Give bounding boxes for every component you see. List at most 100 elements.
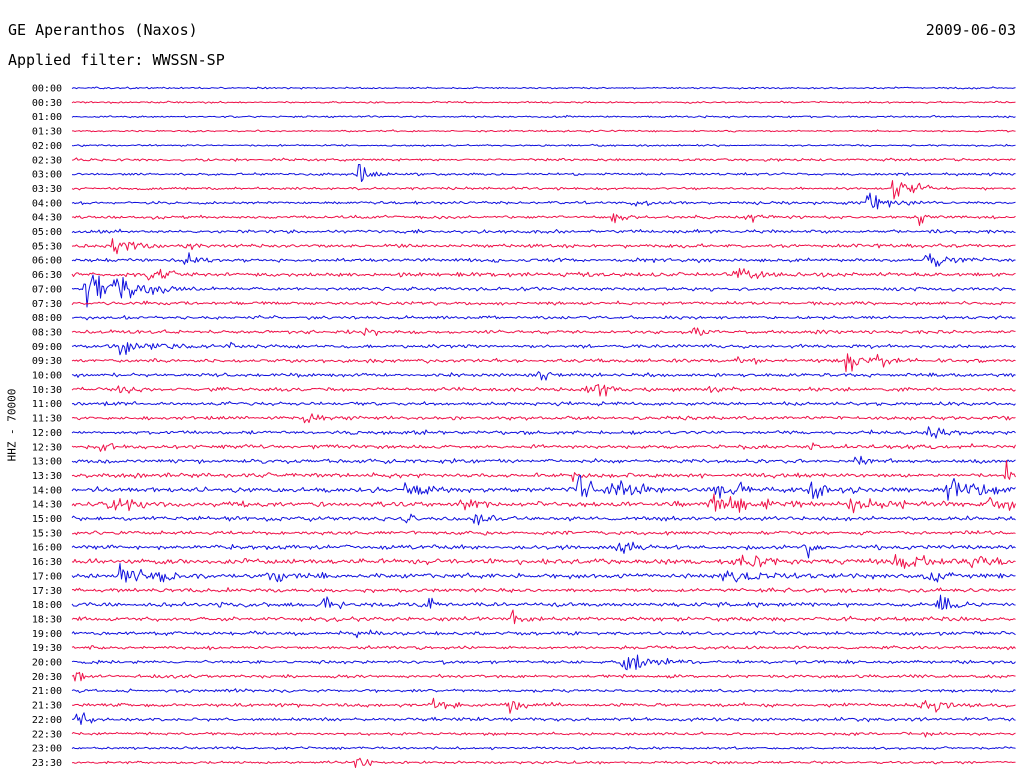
trace-line xyxy=(71,213,1016,226)
trace-line xyxy=(71,474,1016,501)
date-label: 2009-06-03 xyxy=(925,21,1016,39)
trace-line xyxy=(71,609,1016,625)
time-tick-label: 14:00 xyxy=(32,485,62,496)
trace-line xyxy=(71,587,1016,594)
trace-line xyxy=(71,100,1016,104)
trace-line xyxy=(71,143,1016,148)
time-tick-label: 14:30 xyxy=(32,500,62,511)
time-tick-label: 17:00 xyxy=(32,571,62,582)
trace-line xyxy=(71,697,1016,714)
time-tick-label: 09:00 xyxy=(32,342,62,353)
trace-line xyxy=(71,274,1016,308)
time-tick-label: 07:00 xyxy=(32,284,62,295)
trace-line xyxy=(71,180,1016,200)
time-tick-label: 09:30 xyxy=(32,356,62,367)
trace-line xyxy=(71,384,1016,397)
time-tick-label: 12:00 xyxy=(32,428,62,439)
time-tick-label: 00:30 xyxy=(32,98,62,109)
trace-line xyxy=(71,654,1016,671)
time-tick-label: 00:00 xyxy=(32,84,62,95)
time-tick-label: 23:30 xyxy=(32,758,62,769)
trace-line xyxy=(71,493,1016,514)
trace-line xyxy=(71,757,1016,769)
trace-line xyxy=(71,513,1016,526)
trace-line xyxy=(71,460,1016,483)
trace-line xyxy=(71,164,1016,183)
time-tick-label: 07:30 xyxy=(32,299,62,310)
trace-line xyxy=(71,341,1016,356)
time-tick-label: 15:30 xyxy=(32,528,62,539)
trace-line xyxy=(71,553,1016,569)
time-tick-label: 18:30 xyxy=(32,614,62,625)
time-tick-label: 18:00 xyxy=(32,600,62,611)
time-tick-label: 16:00 xyxy=(32,543,62,554)
time-tick-label: 06:30 xyxy=(32,270,62,281)
time-tick-label: 20:00 xyxy=(32,658,62,669)
time-tick-label: 05:00 xyxy=(32,227,62,238)
time-tick-label: 11:30 xyxy=(32,414,62,425)
trace-line xyxy=(71,426,1016,439)
trace-line xyxy=(71,327,1016,337)
filter-label: Applied filter: WWSSN-SP xyxy=(8,51,225,69)
time-tick-label: 10:30 xyxy=(32,385,62,396)
time-tick-label: 17:30 xyxy=(32,586,62,597)
time-tick-label: 03:00 xyxy=(32,170,62,181)
trace-line xyxy=(71,442,1016,452)
time-tick-label: 23:00 xyxy=(32,744,62,755)
trace-line xyxy=(71,530,1016,536)
trace-line xyxy=(71,645,1016,651)
trace-line xyxy=(71,371,1016,381)
time-tick-label: 04:00 xyxy=(32,198,62,209)
trace-line xyxy=(71,86,1016,90)
time-tick-label: 02:30 xyxy=(32,155,62,166)
time-tick-label: 20:30 xyxy=(32,672,62,683)
trace-line xyxy=(71,712,1016,726)
time-tick-label: 01:00 xyxy=(32,112,62,123)
trace-line xyxy=(71,300,1016,306)
trace-line xyxy=(71,413,1016,424)
time-tick-label: 02:00 xyxy=(32,141,62,152)
time-tick-label: 11:00 xyxy=(32,399,62,410)
trace-line xyxy=(71,671,1016,682)
trace-line xyxy=(71,129,1016,133)
time-tick-label: 06:00 xyxy=(32,256,62,267)
time-tick-labels: 00:00 00:30 01:00 01:30 02:00 02:30 03:00 03:30… xyxy=(32,84,62,769)
time-tick-label: 21:00 xyxy=(32,686,62,697)
trace-line xyxy=(71,688,1016,694)
trace-line xyxy=(71,314,1016,321)
trace-line xyxy=(71,731,1016,738)
trace-line xyxy=(71,238,1016,255)
time-tick-label: 01:30 xyxy=(32,127,62,138)
time-tick-label: 22:30 xyxy=(32,729,62,740)
station-title: GE Aperanthos (Naxos) xyxy=(8,21,198,39)
trace-line xyxy=(71,563,1016,583)
time-tick-label: 08:30 xyxy=(32,327,62,338)
trace-line xyxy=(71,267,1016,281)
trace-line xyxy=(71,252,1016,268)
trace-line xyxy=(71,746,1016,751)
time-tick-label: 19:00 xyxy=(32,629,62,640)
trace-line xyxy=(71,157,1016,162)
seismogram-traces xyxy=(71,86,1016,769)
time-tick-label: 12:30 xyxy=(32,442,62,453)
time-tick-label: 08:00 xyxy=(32,313,62,324)
time-tick-label: 22:00 xyxy=(32,715,62,726)
time-tick-label: 04:30 xyxy=(32,213,62,224)
trace-line xyxy=(71,353,1016,373)
trace-line xyxy=(71,228,1016,234)
time-tick-label: 03:30 xyxy=(32,184,62,195)
time-tick-label: 19:30 xyxy=(32,643,62,654)
trace-line xyxy=(71,114,1016,119)
time-tick-label: 10:00 xyxy=(32,371,62,382)
time-tick-label: 13:30 xyxy=(32,471,62,482)
trace-line xyxy=(71,594,1016,610)
time-tick-label: 15:00 xyxy=(32,514,62,525)
time-tick-label: 13:00 xyxy=(32,457,62,468)
time-tick-label: 21:30 xyxy=(32,701,62,712)
trace-line xyxy=(71,629,1016,639)
time-tick-label: 05:30 xyxy=(32,241,62,252)
time-tick-label: 16:30 xyxy=(32,557,62,568)
trace-line xyxy=(71,541,1016,559)
